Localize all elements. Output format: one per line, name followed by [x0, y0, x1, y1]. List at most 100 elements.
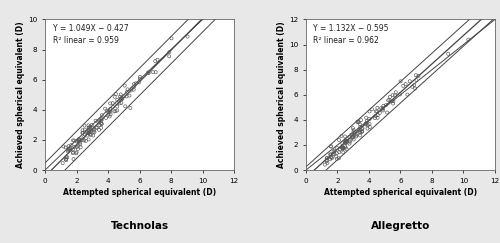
Point — [349, 135, 357, 139]
Point — [72, 151, 80, 155]
Point — [356, 133, 364, 137]
Point — [342, 139, 350, 143]
Point — [97, 121, 105, 125]
Point — [348, 135, 356, 139]
Point — [392, 90, 400, 94]
Point — [330, 152, 338, 156]
Point — [372, 114, 380, 118]
Point — [327, 145, 335, 148]
Point — [380, 104, 388, 108]
Point — [342, 138, 349, 142]
Point — [354, 120, 362, 124]
Point — [94, 120, 102, 124]
Point — [336, 150, 344, 154]
Point — [383, 111, 391, 114]
Point — [333, 146, 341, 150]
Point — [93, 126, 101, 130]
Point — [338, 146, 346, 149]
Point — [339, 150, 347, 154]
Point — [327, 155, 335, 159]
Point — [350, 138, 358, 141]
Point — [346, 140, 354, 144]
Point — [328, 155, 336, 159]
Point — [97, 117, 105, 121]
Point — [391, 94, 399, 97]
Point — [69, 139, 77, 142]
Point — [135, 80, 143, 84]
Point — [80, 135, 88, 139]
Point — [346, 139, 354, 142]
Point — [406, 79, 414, 83]
Point — [348, 132, 356, 136]
Text: Y = 1.049X − 0.427
R² linear = 0.959: Y = 1.049X − 0.427 R² linear = 0.959 — [52, 24, 128, 45]
Point — [109, 105, 117, 109]
Point — [326, 153, 334, 156]
Point — [356, 130, 364, 134]
Point — [84, 131, 92, 135]
Point — [374, 116, 382, 120]
Point — [364, 127, 372, 130]
Point — [352, 135, 360, 139]
Point — [346, 135, 354, 139]
Point — [184, 35, 192, 38]
Point — [333, 157, 341, 161]
Point — [70, 151, 78, 155]
Point — [382, 103, 390, 107]
Point — [118, 96, 126, 100]
Point — [341, 135, 349, 139]
Point — [92, 125, 100, 129]
Point — [136, 75, 144, 79]
Point — [84, 126, 92, 130]
Point — [342, 140, 350, 144]
Point — [64, 147, 72, 151]
Point — [70, 145, 78, 149]
Point — [323, 156, 331, 160]
Point — [110, 110, 118, 113]
Point — [366, 110, 374, 113]
Point — [66, 147, 74, 150]
Point — [90, 128, 98, 132]
Point — [342, 147, 350, 151]
Point — [333, 151, 341, 155]
Point — [351, 130, 359, 134]
Point — [78, 138, 86, 142]
Point — [126, 106, 134, 110]
Point — [116, 93, 124, 96]
Point — [168, 36, 175, 40]
Point — [338, 141, 346, 145]
Point — [348, 136, 356, 140]
Text: Allegretto: Allegretto — [371, 221, 430, 231]
Point — [60, 145, 68, 148]
Point — [104, 113, 112, 117]
Point — [411, 87, 419, 90]
Point — [464, 38, 472, 42]
Point — [81, 128, 89, 131]
Point — [165, 54, 173, 58]
Point — [396, 79, 404, 83]
Point — [402, 82, 409, 86]
Point — [358, 126, 366, 130]
Point — [354, 120, 362, 124]
Point — [110, 95, 118, 99]
Point — [412, 73, 420, 77]
Point — [97, 126, 105, 130]
Point — [98, 118, 106, 122]
Point — [95, 128, 103, 132]
Point — [113, 105, 121, 109]
Point — [154, 58, 162, 62]
Point — [366, 122, 374, 126]
Point — [368, 107, 376, 111]
Point — [84, 138, 92, 141]
Point — [151, 59, 159, 63]
Point — [144, 71, 152, 75]
Point — [389, 102, 397, 105]
Point — [64, 148, 72, 152]
Point — [336, 148, 344, 152]
Point — [324, 161, 332, 165]
Point — [66, 146, 74, 150]
Point — [114, 98, 122, 102]
Point — [66, 148, 74, 152]
Point — [113, 101, 121, 105]
Point — [357, 118, 365, 122]
Point — [339, 146, 347, 149]
